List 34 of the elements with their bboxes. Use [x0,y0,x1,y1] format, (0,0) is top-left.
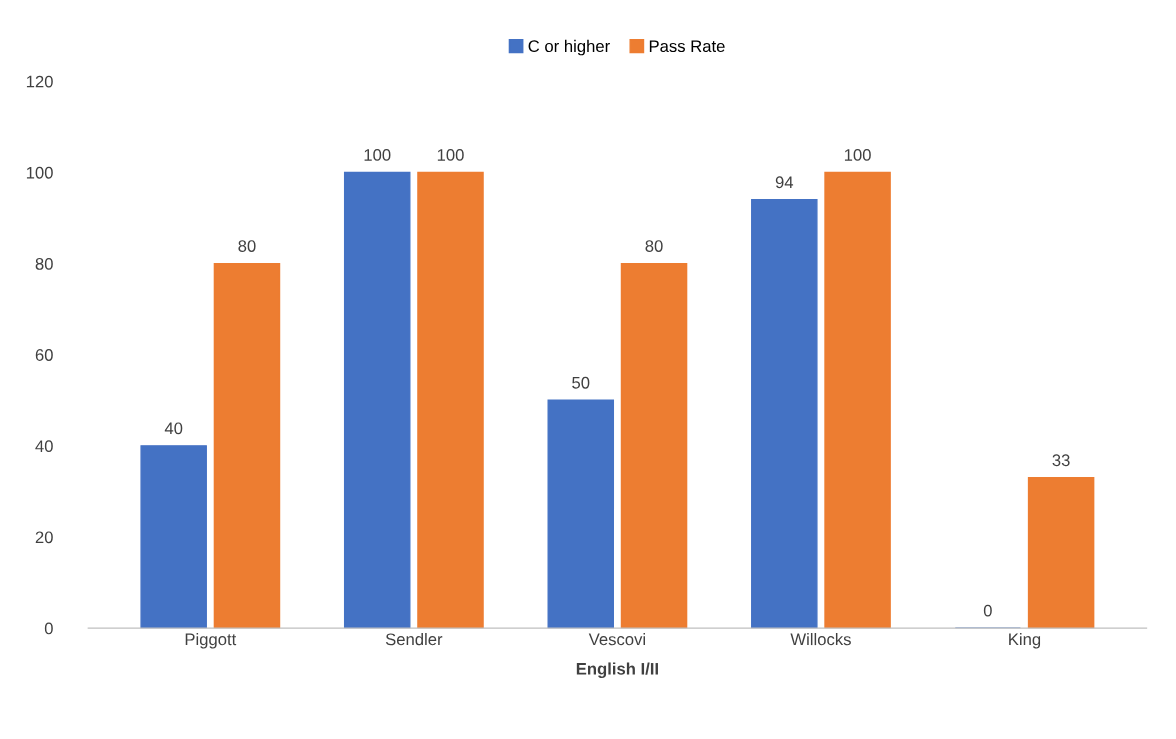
data-label: 80 [238,240,256,252]
y-tick-label: 80 [35,257,53,270]
data-label: 100 [844,149,871,161]
y-tick-label: 60 [35,349,53,361]
data-label: 100 [364,149,391,161]
y-tick-label: 40 [35,440,53,453]
bar [1027,477,1095,629]
x-tick-label: King [1009,633,1041,649]
bar [140,445,207,629]
x-tick-label: Vescovi [588,633,645,646]
bar [547,399,615,629]
y-tick-label: 20 [35,531,53,544]
y-tick-label: 120 [26,75,53,88]
data-label: 94 [775,176,794,189]
legend-label: C or higher [528,39,610,56]
x-axis-title: English I/II [576,662,658,679]
data-label: 50 [572,376,590,389]
y-tick-label: 0 [44,622,53,635]
data-label: 0 [983,604,992,617]
legend-label: Pass Rate [649,40,725,53]
bar [620,262,688,629]
x-tick-label: Sendler [385,633,443,646]
bar [824,171,891,629]
bar [417,171,484,629]
data-label: 33 [1052,454,1070,467]
x-tick-label: Willocks [790,633,851,646]
data-label: 40 [164,422,183,435]
data-label: 80 [645,240,663,252]
y-tick-label: 100 [26,166,53,179]
bar [343,171,411,629]
data-label: 100 [437,149,464,161]
bar [751,199,818,629]
bar [213,262,281,629]
x-tick-label: Piggott [185,633,237,649]
